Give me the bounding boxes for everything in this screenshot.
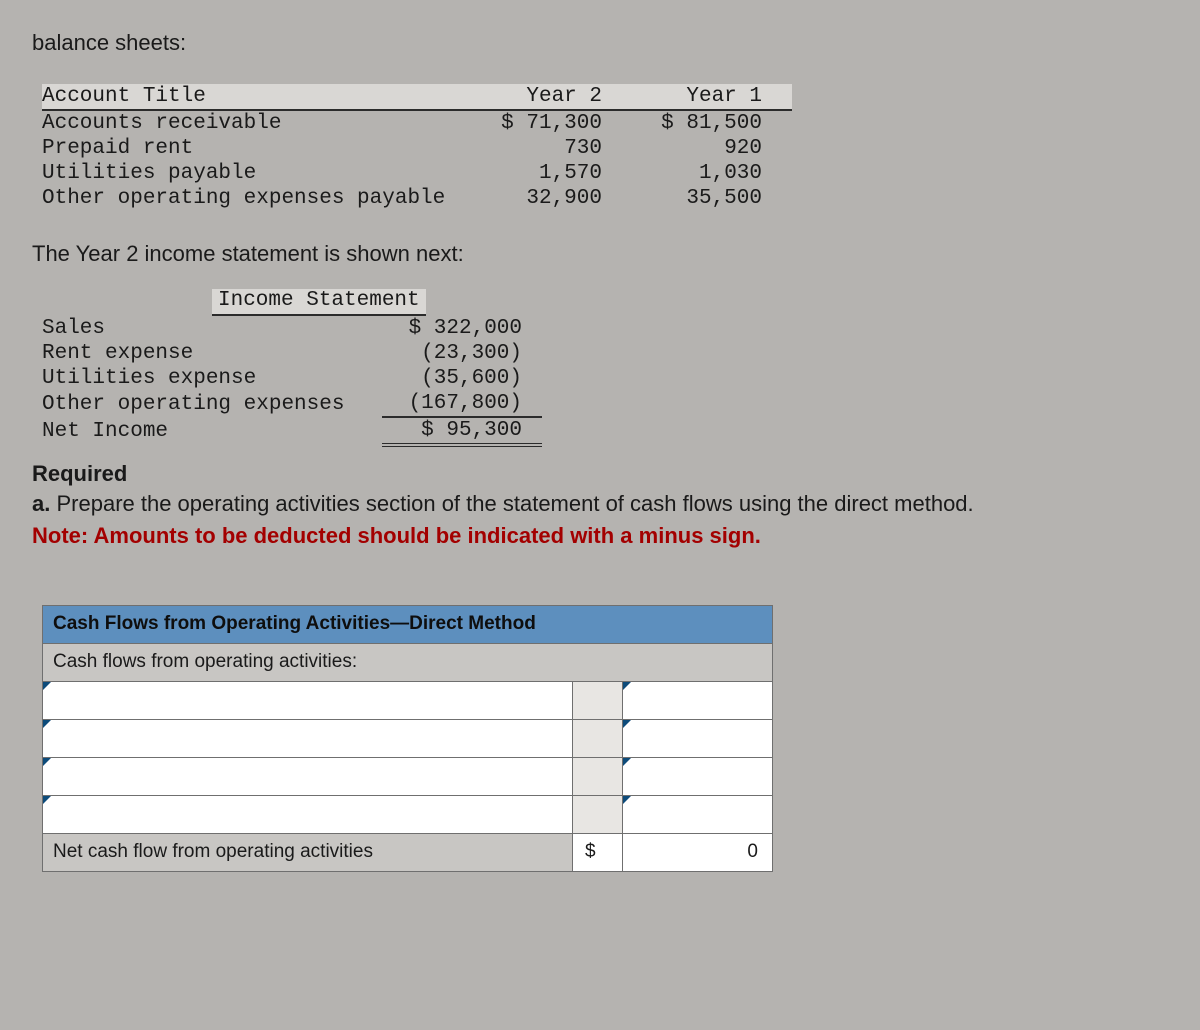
table-row: Utilities payable 1,570 1,030 (42, 161, 792, 186)
dropdown-icon (43, 682, 51, 690)
dropdown-icon (623, 758, 631, 766)
answer-input-row (43, 757, 773, 795)
answer-header: Cash Flows from Operating Activities—Dir… (43, 605, 773, 643)
answer-input-row (43, 681, 773, 719)
cell-value: (35,600) (382, 366, 542, 391)
income-statement: Income Statement Sales $ 322,000 Rent ex… (42, 289, 1168, 447)
answer-subheader-row: Cash flows from operating activities: (43, 643, 773, 681)
cell-account: Other operating expenses payable (42, 186, 472, 211)
cell-value: (167,800) (382, 391, 542, 417)
cell-value: $ 95,300 (382, 417, 542, 445)
table-row: Other operating expenses payable 32,900 … (42, 186, 792, 211)
answer-sym-cell (573, 719, 623, 757)
cell-value: 730 (472, 136, 632, 161)
answer-total-row: Net cash flow from operating activities … (43, 833, 773, 871)
col-header-year1: Year 1 (632, 84, 792, 110)
answer-header-row: Cash Flows from Operating Activities—Dir… (43, 605, 773, 643)
net-income-row: Net Income $ 95,300 (42, 417, 542, 445)
required-item-text: Prepare the operating activities section… (56, 491, 973, 516)
cell-label: Net Income (42, 417, 382, 445)
cell-value: 32,900 (472, 186, 632, 211)
dropdown-icon (43, 720, 51, 728)
answer-desc-input[interactable] (43, 719, 573, 757)
required-item-letter: a. (32, 491, 50, 516)
table-row: Accounts receivable $ 71,300 $ 81,500 (42, 110, 792, 136)
cell-value: $ 71,300 (472, 110, 632, 136)
dropdown-icon (623, 796, 631, 804)
dropdown-icon (623, 682, 631, 690)
answer-input-row (43, 719, 773, 757)
cell-label: Other operating expenses (42, 391, 382, 417)
cell-account: Accounts receivable (42, 110, 472, 136)
answer-desc-input[interactable] (43, 757, 573, 795)
table-header-row: Account Title Year 2 Year 1 (42, 84, 792, 110)
table-row: Other operating expenses (167,800) (42, 391, 542, 417)
cell-label: Rent expense (42, 341, 382, 366)
cell-value: (23,300) (382, 341, 542, 366)
answer-subheader: Cash flows from operating activities: (43, 643, 773, 681)
cell-value: 1,570 (472, 161, 632, 186)
answer-amount-input[interactable] (623, 795, 773, 833)
answer-total-symbol: $ (573, 833, 623, 871)
cell-label: Sales (42, 316, 382, 341)
answer-amount-input[interactable] (623, 757, 773, 795)
cell-value: $ 81,500 (632, 110, 792, 136)
cell-account: Prepaid rent (42, 136, 472, 161)
answer-total-label: Net cash flow from operating activities (43, 833, 573, 871)
table-row: Rent expense (23,300) (42, 341, 542, 366)
answer-amount-input[interactable] (623, 719, 773, 757)
dropdown-icon (623, 720, 631, 728)
cell-value: 1,030 (632, 161, 792, 186)
required-note: Note: Amounts to be deducted should be i… (32, 523, 1168, 549)
page-title: balance sheets: (32, 30, 1168, 56)
required-item: a. Prepare the operating activities sect… (32, 489, 1168, 519)
table-row: Sales $ 322,000 (42, 316, 542, 341)
subhead-text: The Year 2 income statement is shown nex… (32, 241, 1168, 267)
cell-label: Utilities expense (42, 366, 382, 391)
col-header-account: Account Title (42, 84, 472, 110)
required-heading: Required (32, 461, 1168, 487)
table-row: Prepaid rent 730 920 (42, 136, 792, 161)
answer-desc-input[interactable] (43, 795, 573, 833)
cell-value: $ 322,000 (382, 316, 542, 341)
answer-sym-cell (573, 757, 623, 795)
cell-account: Utilities payable (42, 161, 472, 186)
dropdown-icon (43, 758, 51, 766)
answer-grid: Cash Flows from Operating Activities—Dir… (42, 605, 1168, 872)
answer-sym-cell (573, 681, 623, 719)
answer-desc-input[interactable] (43, 681, 573, 719)
answer-amount-input[interactable] (623, 681, 773, 719)
answer-input-row (43, 795, 773, 833)
cell-value: 920 (632, 136, 792, 161)
table-row: Utilities expense (35,600) (42, 366, 542, 391)
dropdown-icon (43, 796, 51, 804)
income-statement-header: Income Statement (212, 289, 426, 316)
col-header-year2: Year 2 (472, 84, 632, 110)
cell-value: 35,500 (632, 186, 792, 211)
income-statement-table: Sales $ 322,000 Rent expense (23,300) Ut… (42, 316, 542, 447)
answer-total-value: 0 (623, 833, 773, 871)
balance-sheet-table: Account Title Year 2 Year 1 Accounts rec… (42, 84, 792, 211)
answer-sym-cell (573, 795, 623, 833)
